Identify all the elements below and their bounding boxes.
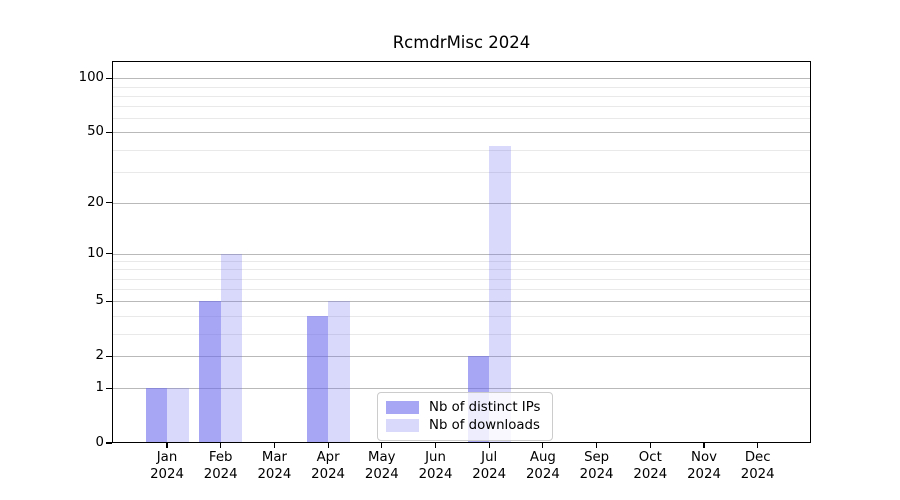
gridline-minor [113,315,810,317]
x-tick-mark [381,443,383,448]
x-tick-mark [434,443,437,448]
gridline-major [113,356,810,358]
gridline-major [113,388,810,390]
gridline-minor [113,289,810,291]
y-tick-mark [106,77,112,80]
gridline-major [113,301,810,303]
x-tick-label-sep: Sep 2024 [579,450,614,482]
chart-title: RcmdrMisc 2024 [392,33,531,52]
gridline-major [113,253,810,255]
x-tick-mark [488,443,490,448]
bar-nb-of-distinct-ips-jan [145,388,167,443]
gridline-minor [113,278,810,280]
y-tick-label: 10 [87,245,104,261]
x-tick-label-aug: Aug 2024 [525,450,560,482]
x-tick-label-feb: Feb 2024 [203,450,238,482]
y-tick-mark [106,252,112,255]
x-tick-mark [542,443,544,448]
gridline-minor [113,269,810,271]
legend-swatch-nb-of-downloads [386,419,419,433]
bar-nb-of-downloads-feb [220,253,243,443]
legend: Nb of distinct IPs Nb of downloads [377,392,554,441]
gridline-minor [113,95,810,97]
y-tick-label: 20 [87,194,104,210]
y-tick-label: 50 [87,124,104,140]
gridline-minor [113,106,810,108]
gridline-minor [113,118,810,120]
x-tick-mark [273,443,275,448]
x-tick-label-mar: Mar 2024 [257,450,292,482]
y-tick-label: 5 [95,293,104,309]
x-tick-label-nov: Nov 2024 [687,450,721,482]
x-tick-label-may: May 2024 [364,450,399,482]
y-tick-mark [106,387,112,389]
y-tick-label: 100 [78,70,104,86]
legend-item: Nb of distinct IPs [386,398,540,417]
bar-nb-of-downloads-jan [167,388,189,443]
x-tick-mark [757,443,759,448]
x-tick-mark [220,443,222,448]
x-tick-label-oct: Oct 2024 [633,450,668,482]
gridline-minor [113,86,810,88]
legend-label: Nb of downloads [429,418,540,434]
y-tick-mark [106,131,112,134]
gridline-minor [113,149,810,151]
bar-nb-of-downloads-apr [328,301,350,443]
gridline-major [113,202,810,204]
x-tick-label-jan: Jan 2024 [150,450,184,482]
x-tick-mark [327,443,329,448]
x-tick-mark [596,443,598,448]
gridline-minor [113,171,810,173]
y-tick-mark [106,355,112,357]
x-tick-mark [703,443,705,448]
gridline-minor [113,333,810,335]
x-tick-label-jun: Jun 2024 [418,450,453,482]
gridline-major [113,78,810,80]
y-tick-label: 1 [95,380,104,396]
y-tick-mark [106,442,112,444]
gridline-minor [113,261,810,263]
bar-nb-of-downloads-jul [489,145,511,443]
x-tick-mark [649,443,651,448]
bar-nb-of-distinct-ips-feb [199,301,221,443]
y-tick-label: 2 [95,348,104,364]
bar-nb-of-distinct-ips-apr [306,315,329,443]
legend-swatch-nb-of-distinct-ips [386,400,419,414]
x-tick-mark [166,443,168,448]
x-tick-label-dec: Dec 2024 [740,450,775,482]
gridline-major [113,132,810,134]
legend-item: Nb of downloads [386,417,540,436]
legend-label: Nb of distinct IPs [429,399,541,415]
y-tick-label: 0 [95,435,104,450]
x-tick-label-jul: Jul 2024 [472,450,507,482]
y-tick-mark [106,201,112,204]
x-tick-label-apr: Apr 2024 [311,450,346,482]
y-tick-mark [106,300,112,303]
